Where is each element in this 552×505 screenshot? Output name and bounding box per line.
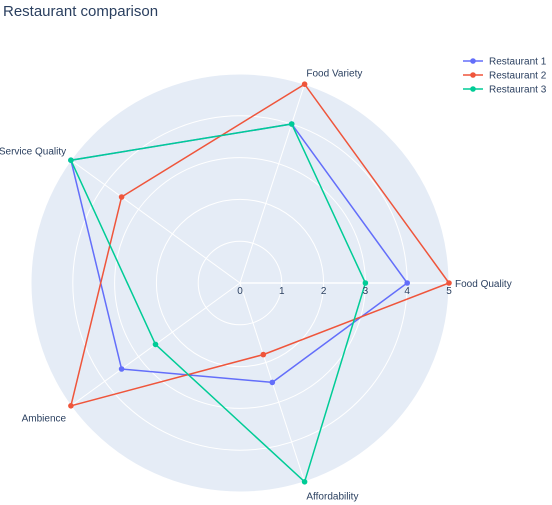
radial-tick-label: 1 bbox=[279, 286, 285, 297]
data-point bbox=[152, 341, 159, 348]
data-point bbox=[68, 157, 74, 163]
radial-tick-label: 5 bbox=[446, 286, 452, 297]
series-line bbox=[69, 123, 409, 384]
data-point bbox=[269, 379, 276, 386]
series-line bbox=[69, 83, 451, 407]
angular-axis-label: Service Quality bbox=[0, 147, 66, 158]
data-point bbox=[260, 351, 267, 358]
data-point bbox=[118, 194, 125, 200]
legend-swatch-marker bbox=[470, 86, 476, 92]
legend-label: Restaurant 2 bbox=[489, 71, 547, 82]
angular-axis-label: Food Quality bbox=[455, 279, 512, 290]
radial-tick-label: 4 bbox=[404, 286, 410, 297]
angular-spoke bbox=[70, 159, 241, 284]
axis-labels: Food Quality Food Variety Service Quality A… bbox=[0, 69, 512, 503]
series-line bbox=[69, 123, 367, 484]
radial-tick-label: 2 bbox=[321, 286, 327, 297]
data-point bbox=[301, 479, 308, 485]
data-point bbox=[446, 280, 452, 286]
angular-axis-label: Ambience bbox=[22, 413, 67, 424]
legend-label: Restaurant 1 bbox=[489, 57, 547, 68]
angular-axis-label: Affordability bbox=[306, 492, 358, 503]
legend-swatch-marker bbox=[470, 72, 476, 78]
series-layer bbox=[68, 81, 452, 485]
radial-tick-label: 3 bbox=[363, 286, 369, 297]
angular-axis-label: Food Variety bbox=[306, 69, 362, 80]
radial-tick-label: 0 bbox=[237, 286, 243, 297]
legend-label: Restaurant 3 bbox=[489, 85, 547, 96]
data-point bbox=[288, 121, 295, 127]
data-point bbox=[301, 81, 308, 87]
legend-item[interactable]: Restaurant 1 bbox=[463, 57, 547, 68]
data-point bbox=[362, 280, 369, 286]
data-point bbox=[404, 280, 411, 286]
legend-item[interactable]: Restaurant 3 bbox=[463, 85, 547, 96]
legend-item[interactable]: Restaurant 2 bbox=[463, 71, 547, 82]
chart-title: Restaurant comparison bbox=[3, 3, 159, 20]
legend[interactable]: Restaurant 1 Restaurant 2 Restaurant 3 bbox=[463, 57, 547, 96]
data-point bbox=[68, 403, 74, 409]
legend-swatch-marker bbox=[470, 58, 476, 64]
angular-spoke bbox=[239, 84, 306, 284]
data-point bbox=[118, 366, 125, 372]
radial-tick-labels: 0 1 2 3 4 5 bbox=[237, 286, 452, 297]
